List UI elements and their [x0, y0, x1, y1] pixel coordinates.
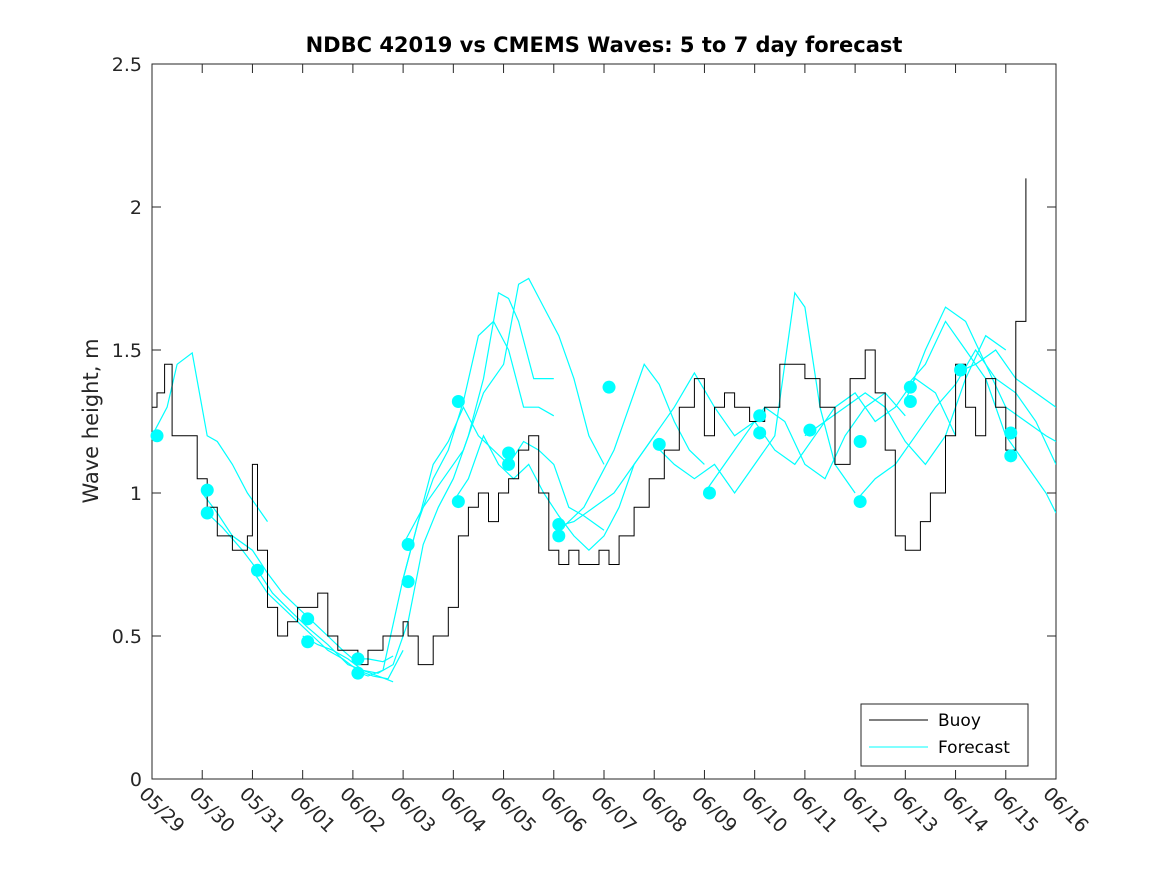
forecast-marker	[401, 537, 415, 551]
forecast-marker	[200, 483, 214, 497]
forecast-line-7	[402, 277, 605, 545]
legend-buoy-label: Buoy	[938, 711, 981, 731]
forecast-marker	[753, 409, 767, 423]
forecast-marker	[200, 506, 214, 520]
legend-forecast-label: Forecast	[938, 738, 1010, 758]
forecast-marker	[602, 380, 616, 394]
forecast-marker	[702, 486, 716, 500]
forecast-marker	[903, 394, 917, 408]
y-tick-label: 2.5	[112, 54, 142, 76]
forecast-marker	[954, 363, 968, 377]
forecast-line-8	[452, 434, 655, 552]
forecast-marker	[552, 517, 566, 531]
forecast-line-13	[754, 377, 957, 466]
forecast-marker	[1004, 426, 1018, 440]
chart-title: NDBC 42019 vs CMEMS Waves: 5 to 7 day fo…	[306, 33, 903, 57]
forecast-marker	[451, 394, 465, 408]
forecast-marker	[1004, 449, 1018, 463]
y-tick-label: 1	[130, 483, 142, 505]
forecast-marker	[853, 435, 867, 449]
y-axis-label: Wave height, m	[79, 338, 103, 503]
forecast-marker	[250, 563, 264, 577]
legend-box	[860, 703, 1029, 767]
forecast-marker	[652, 437, 666, 451]
forecast-marker	[803, 423, 817, 437]
forecast-line-4	[302, 291, 554, 674]
forecast-marker	[903, 380, 917, 394]
forecast-marker	[552, 529, 566, 543]
y-axis: 0 0.5 1 1.5 2 2.5	[112, 54, 1056, 791]
forecast-line-6	[402, 405, 605, 579]
y-tick-label: 0.5	[112, 626, 142, 648]
forecast-line-12	[703, 392, 906, 494]
buoy-line	[152, 178, 1027, 666]
forecast-marker	[351, 652, 365, 666]
forecast-marker	[301, 635, 315, 649]
series-layer	[150, 178, 1056, 683]
legend: Buoy Forecast	[860, 703, 1029, 767]
forecast-line-10	[553, 371, 756, 528]
forecast-line-18	[955, 349, 1056, 408]
forecast-line-16	[904, 306, 1056, 443]
forecast-marker	[150, 429, 164, 443]
y-tick-label: 1.5	[112, 340, 142, 362]
forecast-marker	[401, 575, 415, 589]
forecast-marker	[753, 426, 767, 440]
forecast-marker	[502, 446, 516, 460]
forecast-line-14	[804, 334, 1007, 466]
y-tick-label: 2	[130, 197, 142, 219]
forecast-marker	[301, 612, 315, 626]
forecast-marker	[853, 495, 867, 509]
forecast-marker	[351, 666, 365, 680]
forecast-line-3	[251, 569, 404, 680]
y-tick-label: 0	[130, 769, 142, 791]
forecast-line-11	[653, 291, 856, 495]
forecast-marker	[451, 495, 465, 509]
forecast-marker	[502, 457, 516, 471]
